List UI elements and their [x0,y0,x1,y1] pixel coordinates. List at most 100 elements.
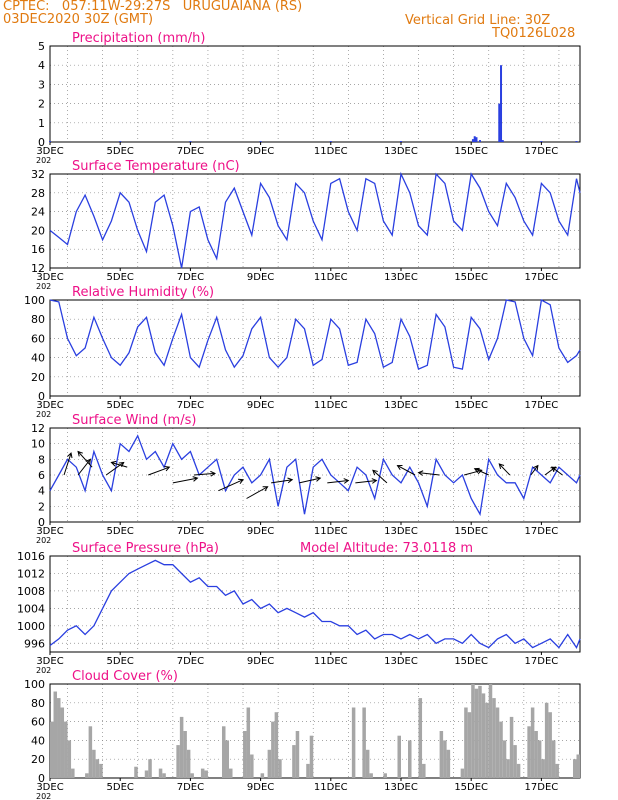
cloud-bar [88,726,93,778]
panel-5 [49,555,581,655]
x-tick-label: 11DEC [314,656,348,667]
x-tick-label: 7DEC [177,400,204,411]
x-tick-label: 17DEC [525,526,559,537]
wind-arrow-head [110,460,117,467]
y-tick-label: 1004 [17,602,45,615]
wind-arrow-head [238,478,244,484]
cloud-bar [292,745,296,778]
y-tick-label: 40 [31,352,45,365]
cloud-bar [71,768,75,778]
y-tick-label: 12 [31,262,45,275]
cloud-bar [474,688,479,778]
panel-1 [49,45,581,145]
panel-frame [49,173,581,269]
wind-arrow [105,462,124,476]
y-tick-label: 2 [38,500,45,513]
x-tick-label: 5DEC [107,146,134,157]
wind-arrow-head [164,465,171,472]
x-tick-label: 11DEC [314,782,348,793]
wind-arrow-head [476,468,483,475]
y-tick-label: 5 [38,40,45,53]
x-tick-label: 13DEC [384,526,418,537]
wind-arrow [63,452,72,476]
panel-title: Surface Wind (m/s) [72,413,196,428]
cloud-bar [85,773,89,778]
cloud-bar [134,766,138,778]
precip-bar [329,141,332,142]
cloud-bar [260,773,265,778]
header-code: TQ0126L028 [492,26,576,41]
cloud-bar [443,740,447,778]
panel-6 [49,683,581,781]
x-tick-label: 15DEC [454,400,488,411]
wind-arrow [327,479,349,484]
cloud-bar [418,698,423,778]
precip-bar [399,141,402,142]
x-year-stub: 202 [36,536,51,545]
x-tick-label: 15DEC [454,526,488,537]
panel-frame [49,299,581,397]
wind-arrow-head [343,478,350,484]
cloud-bar [362,707,366,778]
cloud-bar [99,763,103,778]
y-tick-label: 80 [31,313,45,326]
y-tick-label: 1008 [17,585,45,598]
y-tick-label: 100 [24,678,45,691]
y-tick-label: 80 [31,697,45,710]
precip-bar [49,141,51,142]
precip-bar [471,139,474,142]
panel-title: Precipitation (mm/h) [72,31,205,46]
x-tick-label: 9DEC [247,400,274,411]
x-tick-label: 17DEC [525,782,559,793]
precip-bar [575,141,578,142]
y-tick-label: 32 [31,168,45,181]
cloud-bar [250,754,254,778]
x-tick-label: 15DEC [454,782,488,793]
series-line [49,171,581,269]
x-tick-label: 3DEC [36,782,63,793]
x-tick-label: 11DEC [314,400,348,411]
y-tick-label: 3 [38,78,45,91]
panel-3 [49,298,581,399]
precip-bar [478,140,481,142]
cloud-bar [544,702,549,778]
wind-arrow [111,461,128,468]
y-tick-label: 100 [24,294,45,307]
series-line [49,559,581,649]
wind-arrow [77,451,93,468]
cloud-bar [53,691,58,778]
cloud-bar [183,731,187,778]
cloud-bar [246,707,251,778]
cloud-bar [64,721,68,778]
x-year-stub: 202 [36,156,51,165]
x-tick-label: 13DEC [384,146,418,157]
wind-arrow [148,466,170,476]
precip-bar [540,141,543,142]
header-grid-line: Vertical Grid Line: 30Z [405,13,551,28]
y-tick-label: 4 [38,59,45,72]
cloud-bar [179,716,184,778]
y-tick-label: 996 [24,637,45,650]
wind-arrow [193,472,216,476]
cloud-bar [408,740,412,778]
wind-arrow-head [396,465,403,471]
cloud-bar [200,768,205,778]
precip-bar [501,140,504,142]
cloud-bar [530,707,535,778]
series-line [49,298,581,370]
cloud-bar [495,707,500,778]
panel-title: Cloud Cover (%) [72,669,178,684]
y-tick-label: 8 [38,453,45,466]
precip-bar [475,137,478,142]
cloud-bar [267,749,272,778]
x-year-stub: 202 [36,410,51,419]
wind-arrow-head [473,467,480,474]
wind-arrow [299,477,321,484]
cloud-bar [351,707,356,778]
x-tick-label: 5DEC [107,272,134,283]
y-tick-label: 0 [38,136,45,149]
y-tick-label: 12 [31,422,45,435]
x-tick-label: 9DEC [247,146,274,157]
y-tick-label: 1012 [17,567,45,580]
cloud-bar [422,763,426,778]
